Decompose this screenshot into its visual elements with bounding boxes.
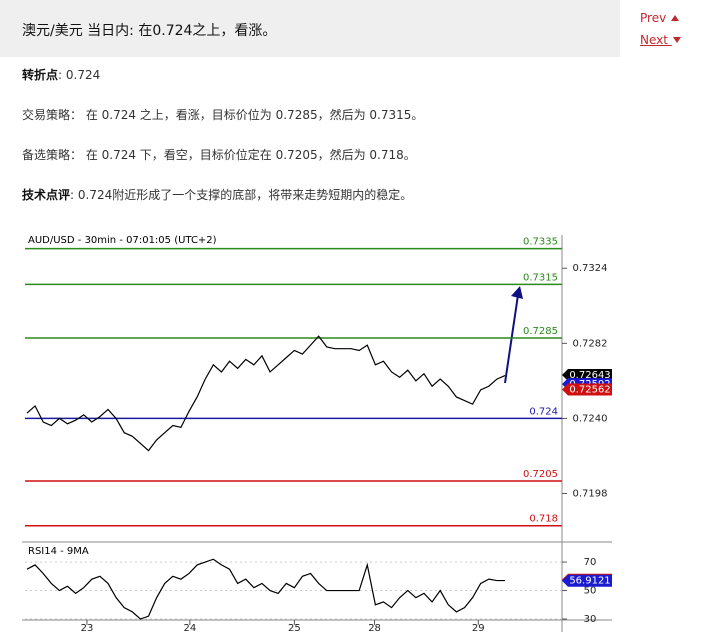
up-arrow	[671, 15, 680, 21]
price-line	[26, 335, 506, 452]
x-tick-label: 29	[472, 623, 485, 634]
level-label: 0.7335	[523, 237, 558, 248]
paragraph: 技术点评: 0.724附近形成了一个支撑的底部，将带来走势短期内的稳定。	[22, 186, 412, 203]
price-tag	[562, 574, 612, 587]
y-tick-label: 0.7324	[573, 263, 608, 274]
y-tick-label: 0.7240	[573, 413, 608, 424]
down-arrow	[672, 37, 681, 43]
next-text[interactable]: Next	[640, 33, 668, 47]
level-label: 0.7315	[523, 272, 558, 283]
price-line	[26, 558, 505, 620]
text: 备选策略： 在 0.724 下，看空，目标价位定在 0.7205，然后为 0.7…	[22, 148, 416, 162]
paragraph: 备选策略： 在 0.724 下，看空，目标价位定在 0.7205，然后为 0.7…	[22, 146, 416, 163]
text: : 0.724	[58, 68, 101, 82]
level-label: 0.7205	[523, 469, 558, 480]
y-tick-label: 0.7282	[573, 338, 608, 349]
y-tick-label: 30	[584, 614, 597, 625]
chart-title: AUD/USD - 30min - 07:01:05 (UTC+2)	[28, 235, 217, 246]
level-label: 0.718	[529, 514, 558, 525]
header-title: 澳元/美元 当日内: 在0.724之上，看涨。	[22, 23, 277, 39]
prev-text[interactable]: Prev	[640, 11, 667, 25]
price-tag-label: 56.9121	[569, 576, 610, 587]
paragraph: 转折点: 0.724	[22, 66, 100, 83]
label: 技术点评	[22, 188, 71, 202]
chart: AUD/USD - 30min - 07:01:05 (UTC+2) RSI14…	[22, 232, 612, 634]
prev-link[interactable]: Prev	[640, 11, 680, 25]
price-tag-label: 0.72562	[569, 384, 610, 395]
x-tick-label: 28	[368, 623, 381, 634]
y-tick-label: 50	[584, 586, 597, 597]
header: 澳元/美元 当日内: 在0.724之上，看涨。	[0, 0, 620, 57]
x-tick-label: 24	[183, 623, 196, 634]
forecast-arrow	[504, 294, 519, 384]
price-tag	[562, 368, 612, 381]
text: : 0.724附近形成了一个支撑的底部，将带来走势短期内的稳定。	[70, 188, 413, 202]
price-tag	[562, 383, 612, 396]
arrow-head	[511, 286, 523, 299]
y-tick-label: 0.7198	[573, 489, 608, 500]
text: 交易策略： 在 0.724 之上，看涨，目标价位为 0.7285，然后为 0.7…	[22, 108, 424, 122]
y-tick-label: 70	[584, 557, 597, 568]
level-label: 0.724	[529, 406, 558, 417]
next-link[interactable]: Next	[640, 33, 682, 47]
level-label: 0.7285	[523, 326, 558, 337]
paragraph: 交易策略： 在 0.724 之上，看涨，目标价位为 0.7285，然后为 0.7…	[22, 106, 423, 123]
price-tag-label: 0.72643	[569, 370, 610, 381]
label: 转折点	[22, 68, 59, 82]
chart-bg	[22, 232, 612, 632]
x-tick-label: 23	[81, 623, 94, 634]
rsi-title: RSI14 - 9MA	[28, 546, 89, 557]
x-tick-label: 25	[288, 623, 301, 634]
